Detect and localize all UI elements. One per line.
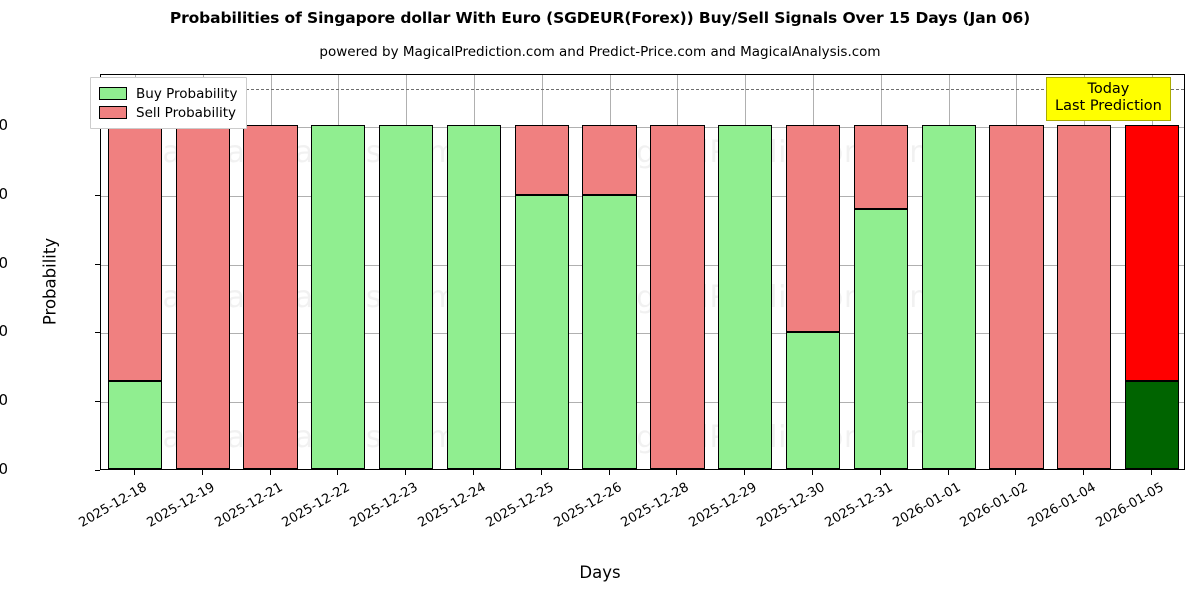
legend-swatch-icon xyxy=(99,106,127,119)
bar-group[interactable] xyxy=(921,75,976,469)
bar-group[interactable] xyxy=(1057,75,1112,469)
x-tick-mark-8 xyxy=(676,470,678,475)
legend-item[interactable]: Buy Probability xyxy=(99,84,237,103)
y-tick-mark-80 xyxy=(95,194,100,196)
y-tick-label-20: 20 xyxy=(0,391,8,410)
bar-segment-buy[interactable] xyxy=(311,125,366,469)
x-tick-mark-10 xyxy=(812,470,814,475)
chart-legend: Buy Probability Sell Probability xyxy=(90,77,248,129)
bar-segment-sell[interactable] xyxy=(582,125,637,196)
bar-segment-buy[interactable] xyxy=(514,195,569,469)
bar-group[interactable] xyxy=(514,75,569,469)
x-tick-mark-11 xyxy=(879,470,881,475)
today-annotation: Today Last Prediction xyxy=(1046,77,1171,122)
bar-segment-buy[interactable] xyxy=(582,195,637,469)
chart-subtitle: powered by MagicalPrediction.com and Pre… xyxy=(319,44,881,60)
bar-group[interactable] xyxy=(107,75,163,469)
x-tick-mark-0 xyxy=(133,470,135,475)
gridline-y-40 xyxy=(101,333,1184,335)
x-tick-mark-13 xyxy=(1015,470,1017,475)
plot-area: MagicalAnalysis.comMagicalPrediction.com… xyxy=(100,74,1185,470)
bar-segment-buy[interactable] xyxy=(718,125,773,469)
x-tick-mark-5 xyxy=(472,470,474,475)
y-tick-label-100: 100 xyxy=(0,116,8,134)
bar-segment-sell[interactable] xyxy=(853,125,908,209)
bar-segment-buy[interactable] xyxy=(379,125,434,469)
x-tick-mark-3 xyxy=(337,470,339,475)
x-axis-label: Days xyxy=(579,563,621,582)
y-tick-label-60: 60 xyxy=(0,253,8,272)
bar-group[interactable] xyxy=(785,75,841,469)
page-title: Probabilities of Singapore dollar With E… xyxy=(169,9,1031,27)
legend-swatch-icon xyxy=(99,87,127,100)
bar-group[interactable] xyxy=(989,75,1044,469)
bar-segment-buy[interactable] xyxy=(921,125,976,469)
bar-segment-sell[interactable] xyxy=(243,125,298,469)
bars-layer xyxy=(101,75,1184,469)
y-tick-label-40: 40 xyxy=(0,322,8,341)
legend-label: Sell Probability xyxy=(136,104,237,121)
bar-group[interactable] xyxy=(311,75,366,469)
y-tick-label-0: 0 xyxy=(0,460,8,478)
bar-segment-buy[interactable] xyxy=(1124,380,1180,469)
legend-item[interactable]: Sell Probability xyxy=(99,103,237,122)
bar-segment-sell[interactable] xyxy=(785,125,841,333)
bar-segment-sell[interactable] xyxy=(1124,125,1180,381)
bar-segment-buy[interactable] xyxy=(107,380,163,469)
bar-segment-sell[interactable] xyxy=(989,125,1044,469)
bar-segment-sell[interactable] xyxy=(1057,125,1112,469)
x-tick-mark-4 xyxy=(405,470,407,475)
bar-segment-sell[interactable] xyxy=(650,125,705,469)
x-tick-mark-1 xyxy=(201,470,203,475)
bar-group[interactable] xyxy=(243,75,298,469)
x-tick-mark-14 xyxy=(1083,470,1085,475)
bar-segment-buy[interactable] xyxy=(853,208,908,469)
x-tick-mark-9 xyxy=(744,470,746,475)
bar-segment-sell[interactable] xyxy=(107,125,163,381)
bar-group[interactable] xyxy=(718,75,773,469)
bar-group[interactable] xyxy=(446,75,502,469)
x-tick-mark-7 xyxy=(608,470,610,475)
bar-segment-sell[interactable] xyxy=(514,125,569,196)
last-prediction-label: Last Prediction xyxy=(1055,98,1162,115)
gridline-y-80 xyxy=(101,195,1184,197)
bar-segment-sell[interactable] xyxy=(175,125,230,469)
y-tick-label-80: 80 xyxy=(0,184,8,203)
bar-group[interactable] xyxy=(582,75,637,469)
bar-segment-buy[interactable] xyxy=(446,125,502,469)
gridline-y-100 xyxy=(101,127,1184,128)
y-axis-label: Probability xyxy=(40,237,60,326)
bar-group[interactable] xyxy=(379,75,434,469)
dashed-reference-line xyxy=(101,89,1184,90)
gridline-y-20 xyxy=(101,402,1184,404)
y-tick-mark-40 xyxy=(95,332,100,334)
bar-group[interactable] xyxy=(1124,75,1180,469)
x-tick-mark-12 xyxy=(947,470,949,475)
y-tick-mark-0 xyxy=(95,470,100,471)
y-tick-mark-20 xyxy=(95,401,100,403)
bar-group[interactable] xyxy=(650,75,705,469)
x-tick-mark-2 xyxy=(269,470,271,475)
bar-group[interactable] xyxy=(175,75,230,469)
x-tick-mark-15 xyxy=(1151,470,1153,475)
y-tick-mark-60 xyxy=(95,263,100,265)
today-label: Today xyxy=(1087,81,1130,97)
bar-group[interactable] xyxy=(853,75,908,469)
bar-segment-buy[interactable] xyxy=(785,332,841,469)
gridline-y-60 xyxy=(101,264,1184,266)
legend-label: Buy Probability xyxy=(136,85,238,102)
x-tick-mark-6 xyxy=(540,470,542,475)
